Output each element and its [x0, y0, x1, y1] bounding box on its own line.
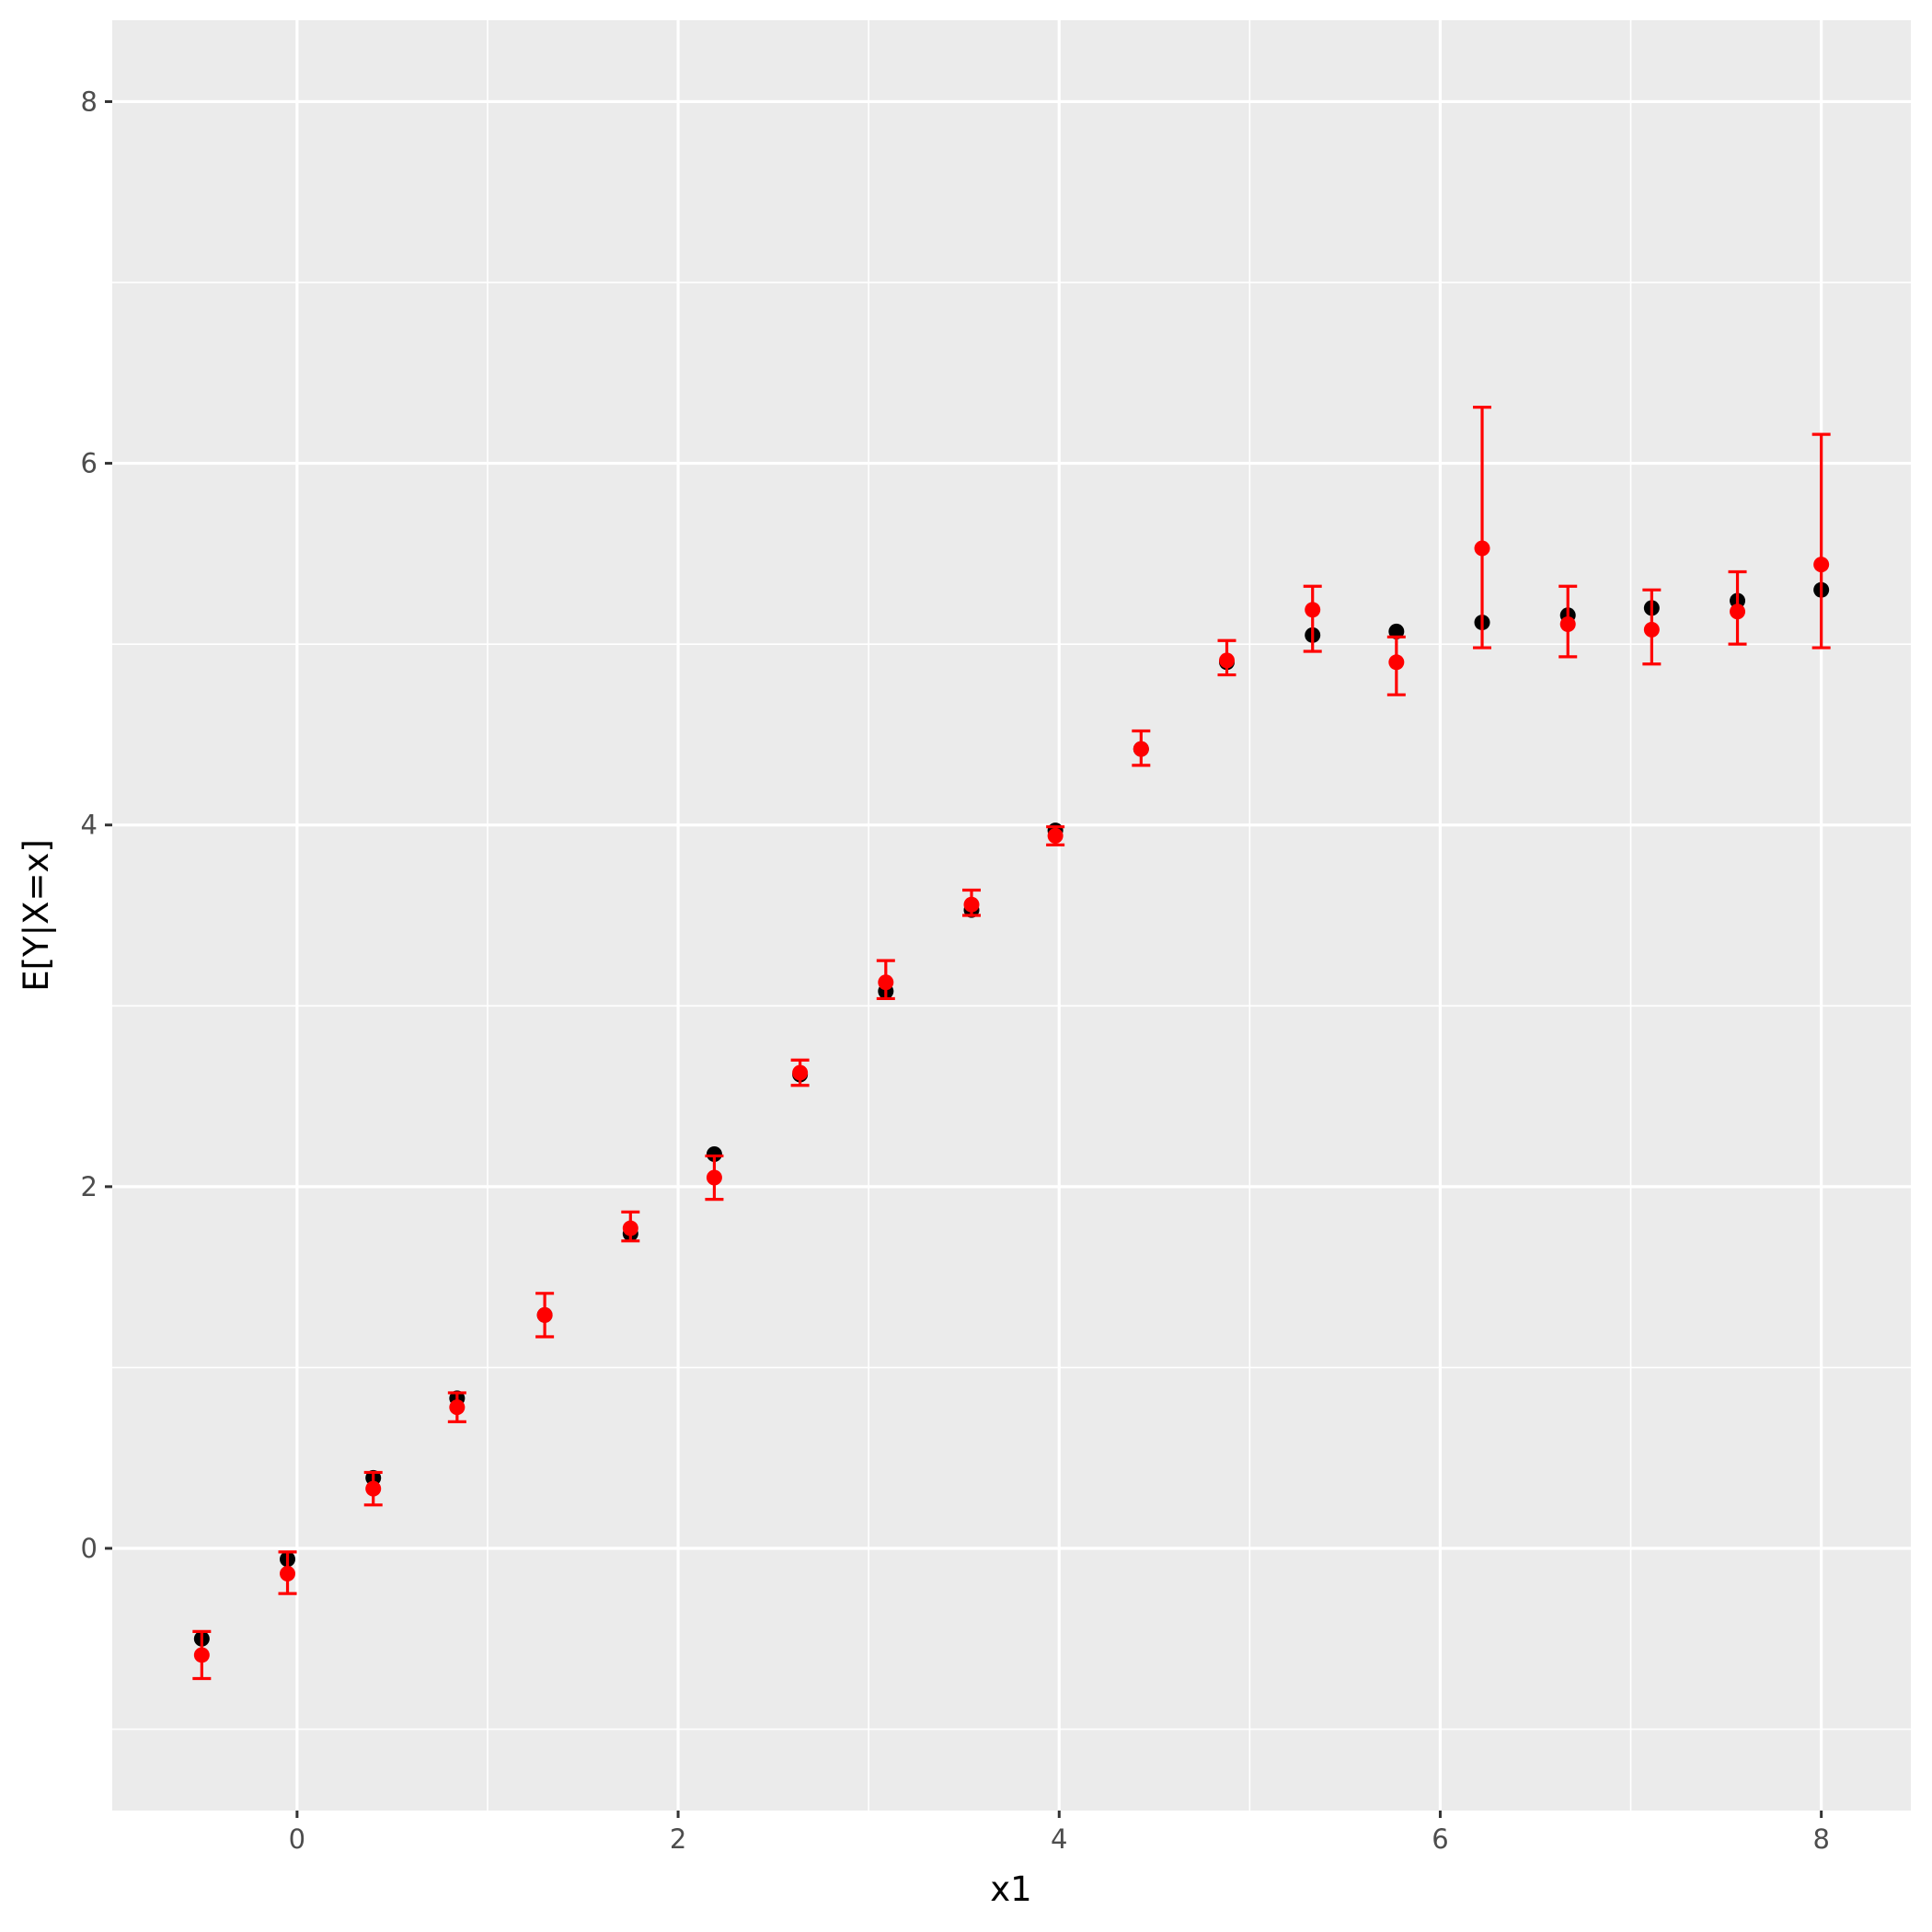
estimate-point	[1219, 652, 1236, 669]
axes: 0 2 4 6 8 0 2 4 6 8	[81, 86, 1830, 1855]
estimate-point	[1813, 557, 1830, 573]
y-tick-label: 2	[81, 1171, 98, 1202]
plot-panel	[112, 20, 1911, 1811]
estimate-point	[1305, 602, 1321, 618]
y-tick-label: 8	[81, 86, 98, 117]
y-tick-label: 0	[81, 1533, 98, 1564]
estimate-point	[1559, 616, 1576, 633]
true-value-point	[706, 1145, 722, 1162]
data-marks	[192, 406, 1831, 1681]
grid-lines	[112, 20, 1911, 1811]
y-tick-label: 4	[81, 810, 98, 841]
error-bar	[1303, 584, 1322, 653]
y-axis-title: E[Y|X=x]	[17, 839, 56, 992]
estimate-point	[1643, 621, 1660, 638]
estimate-point	[706, 1169, 722, 1186]
x-tick-label: 8	[1812, 1823, 1829, 1855]
error-bar	[1473, 406, 1492, 650]
estimate-point	[365, 1480, 382, 1497]
estimate-point	[193, 1647, 210, 1663]
x-tick-label: 0	[289, 1823, 305, 1855]
estimate-point	[1474, 540, 1490, 557]
true-value-point	[1388, 623, 1405, 639]
x-tick-label: 6	[1432, 1823, 1448, 1855]
estimate-point	[536, 1306, 553, 1323]
x-axis-title: x1	[990, 1869, 1031, 1909]
estimate-point	[449, 1399, 466, 1416]
estimate-point	[792, 1064, 809, 1081]
estimate-point	[963, 896, 980, 913]
estimate-point	[280, 1565, 296, 1581]
estimate-point	[1730, 604, 1746, 620]
y-tick-label: 6	[81, 448, 98, 479]
estimate-point	[1047, 828, 1064, 845]
x-tick-label: 2	[670, 1823, 686, 1855]
estimate-point	[878, 974, 894, 991]
estimate-point	[1388, 654, 1405, 671]
estimate-point	[622, 1220, 638, 1236]
estimate-point	[1133, 741, 1149, 757]
x-tick-label: 4	[1051, 1823, 1067, 1855]
error-bar	[1811, 432, 1831, 650]
